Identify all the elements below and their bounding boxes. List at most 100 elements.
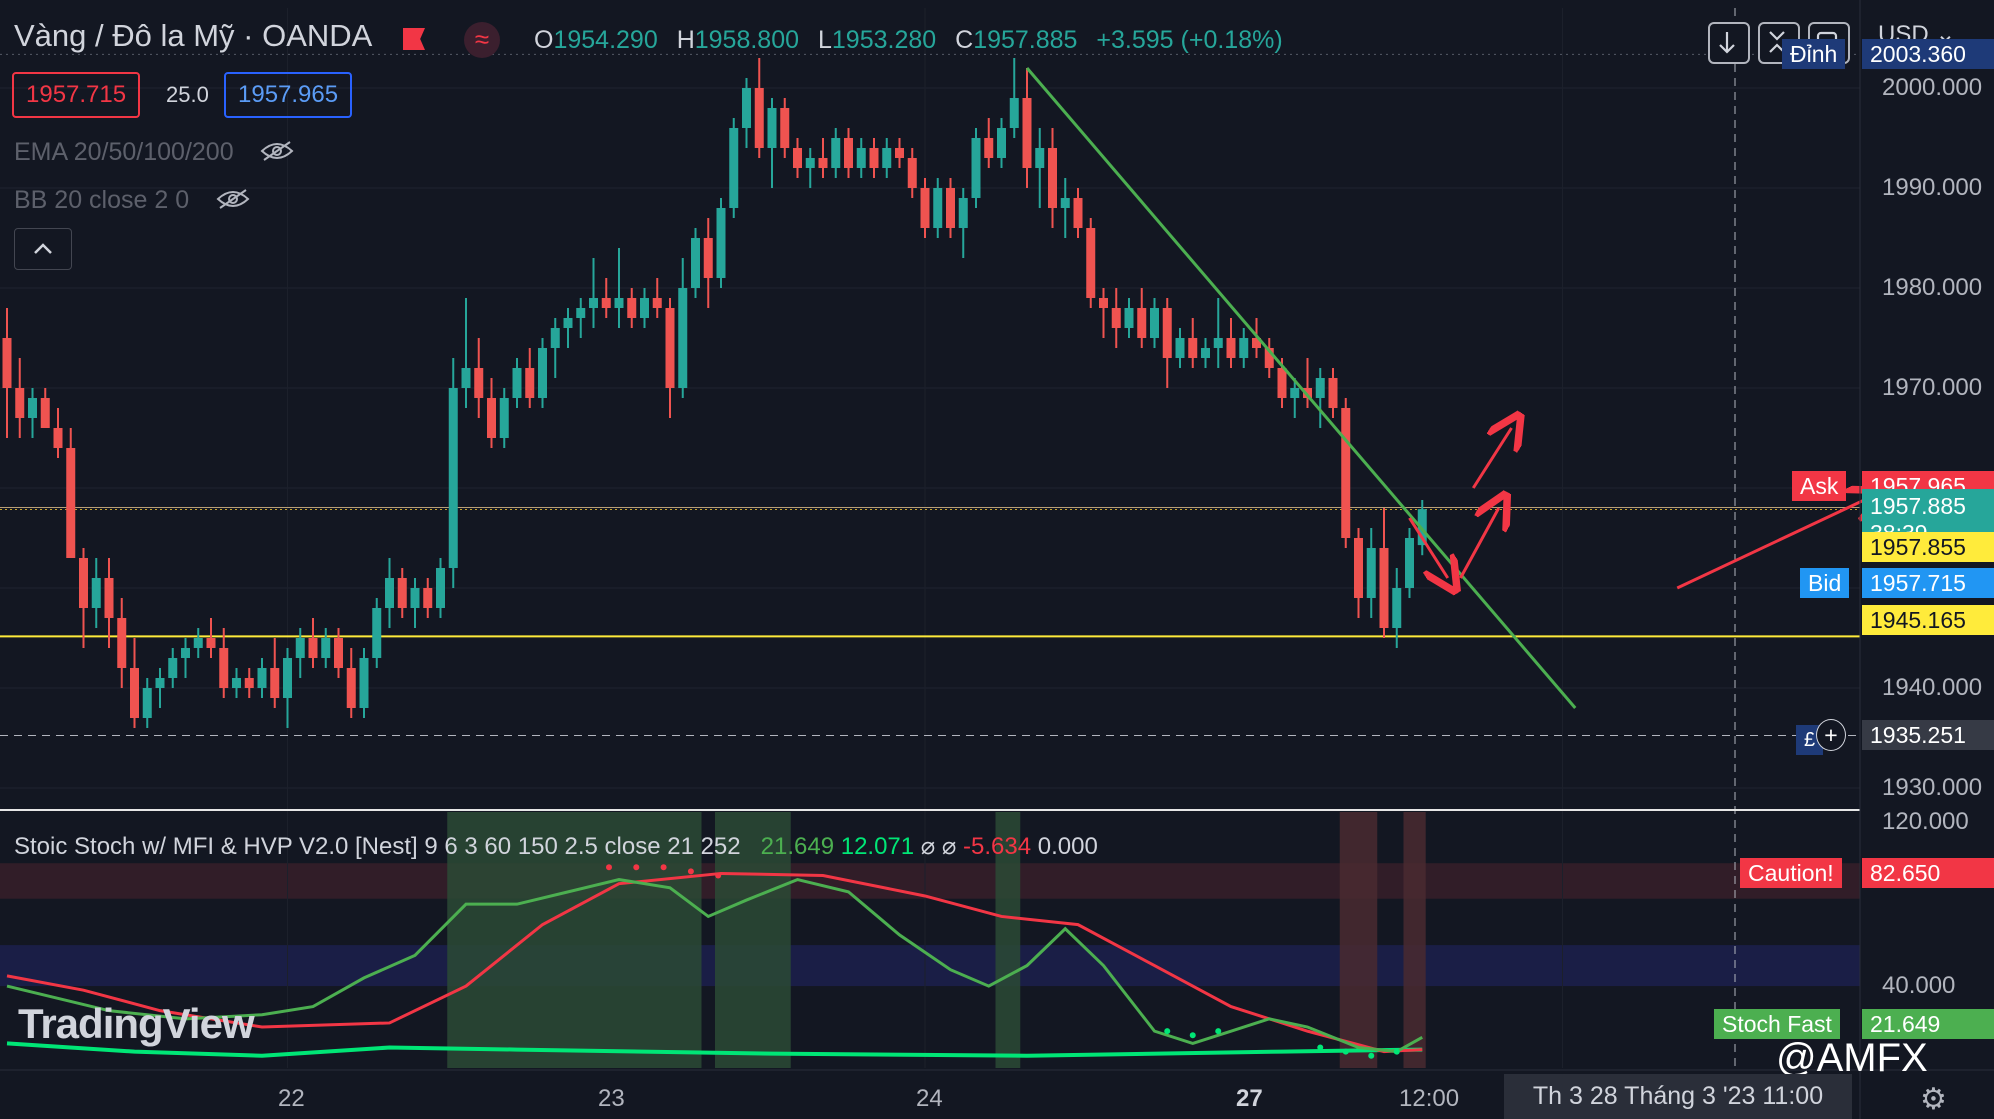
candle-body bbox=[550, 328, 560, 348]
candle-body bbox=[1226, 338, 1236, 358]
candle-body bbox=[28, 398, 37, 418]
indicator-icon[interactable]: ≈ bbox=[464, 22, 500, 58]
candle-body bbox=[997, 128, 1006, 158]
ohlc-close: 1957.885 bbox=[973, 26, 1078, 54]
time-tick-label: 22 bbox=[278, 1085, 305, 1112]
price-tick-label: 1990.000 bbox=[1882, 174, 1983, 201]
candle-body bbox=[831, 138, 841, 168]
candle-body bbox=[2, 338, 12, 388]
candle-body bbox=[1213, 338, 1223, 348]
eye-off-icon[interactable] bbox=[216, 188, 250, 210]
candle-body bbox=[436, 568, 445, 608]
price-tick-label: 1980.000 bbox=[1882, 274, 1983, 301]
signal-dot bbox=[1164, 1028, 1171, 1035]
stoch-title: Stoic Stoch w/ MFI & HVP V2.0 [Nest] 9 6… bbox=[14, 833, 741, 860]
candle-body bbox=[729, 128, 739, 208]
candle-body bbox=[1150, 308, 1159, 338]
candle-body bbox=[716, 208, 726, 278]
highlight-zone bbox=[995, 812, 1021, 1068]
candle-body bbox=[678, 288, 688, 388]
signal-dot bbox=[1215, 1028, 1222, 1035]
candle-body bbox=[1022, 98, 1032, 168]
candle-body bbox=[295, 638, 305, 658]
candle-body bbox=[856, 148, 866, 168]
trendline bbox=[1025, 67, 1577, 709]
drawn-arrow bbox=[1471, 428, 1511, 489]
stoch-v2: 12.071 bbox=[840, 833, 915, 860]
sell-button[interactable]: 1957.715 bbox=[12, 72, 141, 118]
overbought-band bbox=[0, 863, 1860, 899]
candle-body bbox=[907, 158, 917, 188]
candle-body bbox=[601, 298, 611, 308]
caution-value: 82.650 bbox=[1862, 858, 1994, 889]
candle-body bbox=[1264, 348, 1274, 368]
ohlc-open: 1954.290 bbox=[553, 26, 658, 54]
ohlc-change: +3.595 (+0.18%) bbox=[1096, 26, 1283, 54]
collapse-icon bbox=[1769, 31, 1785, 53]
candle-body bbox=[155, 678, 165, 688]
plus-icon[interactable]: + bbox=[1816, 719, 1846, 751]
candle-body bbox=[805, 158, 815, 168]
stoch-slow-line bbox=[6, 871, 1423, 1054]
support-value: 1945.165 bbox=[1862, 605, 1994, 635]
price-tick-label: 1970.000 bbox=[1882, 374, 1983, 401]
gear-icon[interactable]: ⚙ bbox=[1920, 1083, 1947, 1116]
candle-body bbox=[971, 138, 981, 198]
tradingview-logo: TradingView bbox=[18, 1000, 255, 1047]
candle-body bbox=[448, 388, 458, 568]
signal-dot bbox=[715, 872, 722, 879]
candle-body bbox=[691, 238, 700, 288]
candle-body bbox=[703, 238, 713, 278]
candle-body bbox=[1188, 338, 1198, 358]
candle-body bbox=[1252, 338, 1261, 348]
stoch-v6: 0.000 bbox=[1037, 833, 1098, 860]
candle-body bbox=[1379, 548, 1389, 628]
candle-body bbox=[958, 198, 968, 228]
collapse-legend-button[interactable] bbox=[14, 228, 72, 270]
candle-body bbox=[397, 578, 407, 608]
ohlc-low-key: L bbox=[817, 26, 832, 54]
legend-ema[interactable]: EMA 20/50/100/200 bbox=[14, 138, 234, 166]
candle-body bbox=[793, 148, 802, 168]
legend-bb[interactable]: BB 20 close 2 0 bbox=[14, 186, 190, 214]
scroll-down-button[interactable] bbox=[1708, 22, 1750, 64]
drawn-arrow bbox=[1676, 498, 1868, 590]
ohlc-readout: O1954.290 H1958.800 L1953.280 C1957.885 … bbox=[534, 26, 1295, 55]
candle-body bbox=[461, 368, 471, 388]
candle-body bbox=[474, 368, 484, 398]
candle-body bbox=[244, 678, 254, 688]
stoch-legend[interactable]: Stoic Stoch w/ MFI & HVP V2.0 [Nest] 9 6… bbox=[14, 832, 1098, 861]
arrow-down-icon bbox=[1719, 32, 1735, 54]
candle-body bbox=[1315, 378, 1325, 398]
flag-icon bbox=[403, 28, 425, 50]
candle-body bbox=[1162, 308, 1172, 358]
buy-button[interactable]: 1957.965 bbox=[224, 72, 353, 118]
symbol-title[interactable]: Vàng / Đô la Mỹ · OANDA bbox=[14, 18, 373, 53]
eye-off-icon[interactable] bbox=[260, 140, 294, 162]
candle-body bbox=[614, 298, 624, 308]
candle-body bbox=[1303, 388, 1312, 398]
signal-dot bbox=[1368, 1052, 1375, 1059]
candle-body bbox=[321, 638, 331, 658]
candle-body bbox=[257, 668, 267, 688]
candle-body bbox=[1328, 378, 1338, 408]
candle-body bbox=[895, 148, 904, 158]
candle-body bbox=[869, 148, 879, 168]
candle-body bbox=[652, 298, 662, 308]
candle-body bbox=[40, 398, 50, 428]
price-tick-label: 2000.000 bbox=[1882, 74, 1983, 101]
candle-body bbox=[1175, 338, 1185, 358]
candle-body bbox=[1048, 148, 1057, 208]
stoch-v3: ⌀ bbox=[920, 833, 936, 860]
candle-body bbox=[1392, 588, 1402, 628]
candle-body bbox=[640, 298, 649, 318]
candle-body bbox=[1277, 368, 1287, 398]
highlight-zone bbox=[447, 812, 702, 1068]
candle-body bbox=[1239, 338, 1249, 358]
candle-body bbox=[1366, 548, 1376, 598]
candle-body bbox=[1124, 308, 1134, 328]
drawn-arrow bbox=[1459, 508, 1499, 579]
candle-body bbox=[499, 398, 509, 438]
